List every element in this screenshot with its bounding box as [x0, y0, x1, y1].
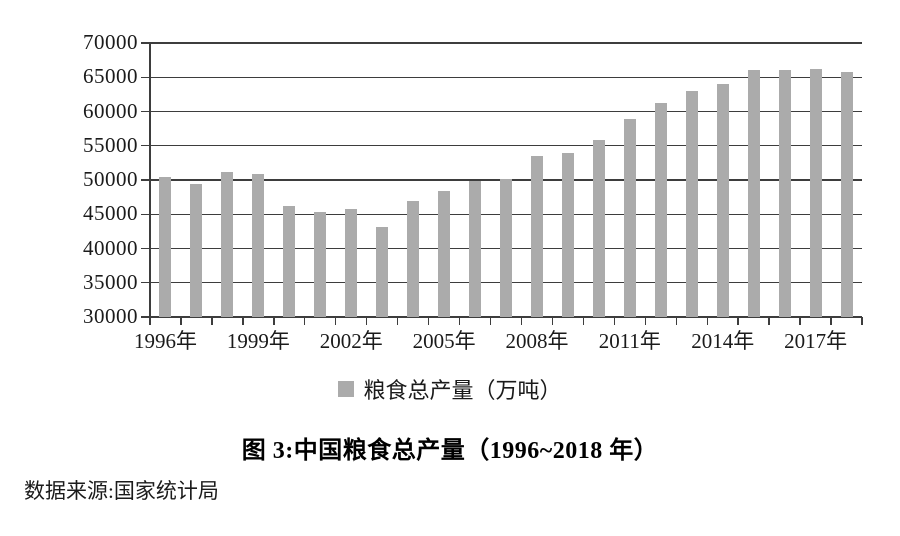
y-tick-30000 — [141, 316, 150, 318]
chart-legend: 粮食总产量（万吨） — [0, 375, 900, 403]
bar-1998 — [221, 171, 234, 317]
y-axis-label-30000: 30000 — [83, 304, 138, 328]
y-axis-label-35000: 35000 — [83, 269, 138, 294]
gridline-65000 — [150, 76, 862, 78]
bar-1999 — [252, 174, 265, 317]
gridline-60000 — [150, 110, 862, 113]
x-tick-3 — [242, 317, 244, 325]
x-tick-22 — [830, 317, 832, 325]
bar-2001 — [314, 212, 327, 317]
y-tick-45000 — [141, 213, 150, 215]
y-axis-label-60000: 60000 — [83, 98, 138, 123]
data-source-note: 数据来源:国家统计局 — [24, 479, 219, 503]
legend-label: 粮食总产量（万吨） — [363, 378, 562, 403]
x-tick-5 — [304, 317, 306, 325]
y-axis-label-70000: 70000 — [83, 30, 138, 54]
x-tick-1 — [180, 317, 182, 325]
gridline-30000 — [150, 316, 862, 318]
x-tick-10 — [458, 317, 461, 325]
x-tick-13 — [551, 317, 554, 325]
bar-1997 — [190, 183, 203, 317]
x-axis-label-1999: 1999年 — [226, 329, 290, 353]
x-tick-14 — [582, 317, 585, 325]
y-axis-label-45000: 45000 — [83, 201, 138, 226]
bar-2010 — [592, 139, 605, 317]
x-tick-15 — [613, 317, 616, 325]
bar-2013 — [685, 90, 698, 317]
x-tick-9 — [427, 317, 430, 325]
legend-swatch-icon — [338, 381, 355, 397]
x-tick-23 — [861, 317, 863, 325]
y-tick-55000 — [141, 145, 150, 147]
gridline-55000 — [150, 145, 862, 147]
bar-1996 — [159, 176, 172, 317]
y-axis-line — [149, 43, 151, 325]
x-axis-label-2005: 2005年 — [412, 329, 476, 353]
y-axis-label-65000: 65000 — [83, 64, 138, 89]
x-tick-2 — [211, 317, 213, 325]
bar-2009 — [561, 153, 574, 317]
y-tick-50000 — [141, 179, 150, 181]
bar-2002 — [345, 209, 358, 317]
bar-2003 — [376, 227, 389, 317]
x-axis-label-2014: 2014年 — [691, 329, 755, 353]
bar-2007 — [500, 178, 512, 317]
x-axis-label-2002: 2002年 — [319, 329, 383, 353]
bar-chart-plot-area: 30000 35000 40000 45000 50000 55000 60000 65000… — [83, 32, 863, 352]
x-tick-18 — [706, 317, 708, 325]
gridline-70000 — [150, 42, 862, 44]
bar-2015 — [747, 69, 760, 317]
y-tick-60000 — [141, 110, 150, 113]
x-tick-16 — [644, 317, 646, 325]
figure-title: 图 3:中国粮食总产量（1996~2018 年） — [241, 438, 659, 464]
x-tick-17 — [675, 317, 677, 325]
bar-2006 — [469, 181, 482, 317]
x-tick-11 — [489, 317, 492, 325]
x-tick-4 — [273, 317, 275, 325]
bar-2005 — [438, 190, 451, 317]
x-axis-label-2008: 2008年 — [505, 329, 569, 353]
y-tick-65000 — [141, 76, 150, 78]
x-tick-19 — [737, 317, 739, 325]
x-tick-8 — [396, 317, 399, 325]
bar-2017 — [809, 69, 822, 317]
y-axis-label-50000: 50000 — [83, 167, 138, 191]
x-axis-label-1996: 1996年 — [133, 329, 197, 353]
y-tick-35000 — [141, 282, 150, 284]
bar-2014 — [716, 84, 729, 317]
x-tick-21 — [799, 317, 801, 325]
bar-2018 — [840, 71, 853, 317]
x-axis-label-2017: 2017年 — [784, 329, 848, 353]
x-tick-12 — [520, 317, 523, 325]
y-axis-label-40000: 40000 — [83, 235, 138, 260]
x-tick-7 — [365, 317, 368, 325]
x-axis-label-2011: 2011年 — [598, 329, 661, 353]
y-tick-70000 — [141, 42, 150, 44]
bar-2016 — [778, 70, 791, 317]
bar-2008 — [530, 156, 543, 317]
bar-2000 — [283, 205, 296, 317]
x-tick-20 — [768, 317, 770, 325]
y-tick-40000 — [141, 247, 150, 250]
x-tick-6 — [335, 317, 337, 325]
x-tick-0 — [149, 317, 151, 325]
bar-2012 — [654, 103, 667, 317]
bar-2004 — [407, 200, 420, 317]
bar-2011 — [623, 119, 636, 317]
y-axis-label-55000: 55000 — [83, 132, 138, 157]
